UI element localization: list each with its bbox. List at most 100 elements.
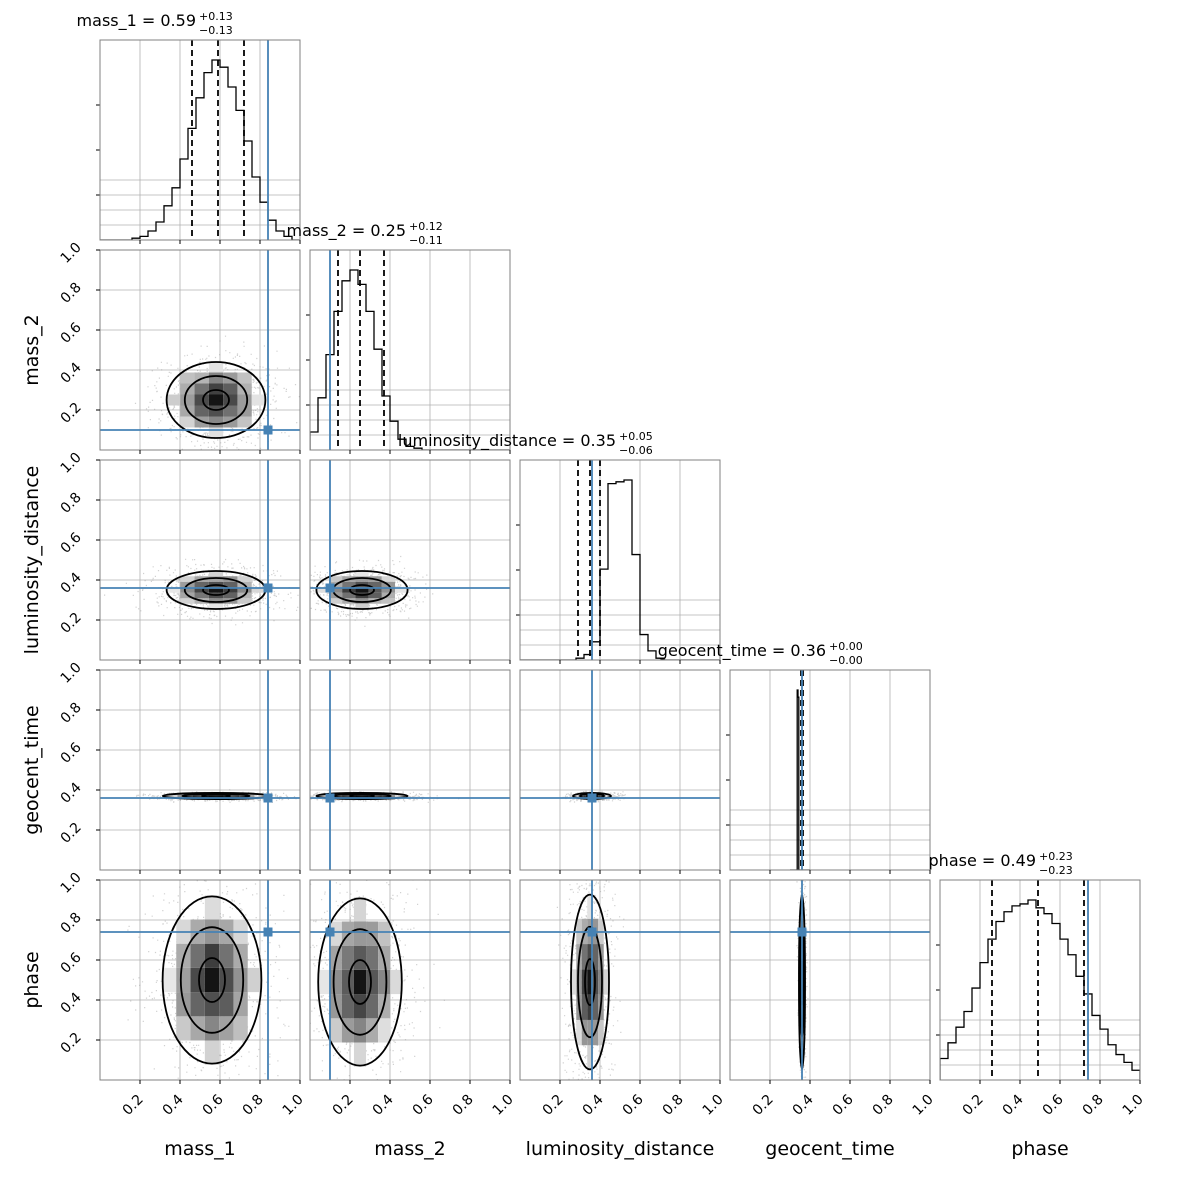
- x-axis-label-geocent_time: geocent_time: [765, 1138, 894, 1160]
- panel-mass_1-phase: 0.2 0.4 0.6 0.8 1.0 mass_1 0.2 0.4 0.6 0.8 1.0 phas…: [21, 870, 307, 1160]
- density-cell: [353, 1018, 367, 1043]
- truth-marker: [797, 927, 807, 937]
- density-cell: [368, 581, 382, 588]
- density-cell: [576, 969, 582, 995]
- density-cell: [204, 1016, 220, 1041]
- y-tick-label: 1.0: [58, 450, 85, 477]
- x-tick-label: 0.8: [450, 1092, 477, 1119]
- x-tick-label: 0.6: [200, 1092, 227, 1119]
- panel-body: [310, 670, 510, 870]
- density-cell: [368, 587, 382, 593]
- density-cell: [180, 587, 195, 593]
- x-tick-label: 1.0: [490, 1092, 517, 1119]
- density-cell: [355, 795, 369, 797]
- density-cell: [162, 795, 178, 797]
- density-cell: [219, 943, 234, 968]
- density-cell: [180, 598, 195, 604]
- contour-level-3: [315, 792, 409, 800]
- panel-mass_1-geocent_time: 0.2 0.4 0.6 0.8 1.0 geocent_time: [21, 660, 301, 874]
- contour-level-3: [165, 361, 267, 439]
- panel-body: [730, 880, 930, 1080]
- density-cell: [587, 1045, 593, 1071]
- density-cell: [355, 570, 369, 577]
- panel-body: [520, 670, 720, 870]
- density-cell: [355, 603, 369, 610]
- density-cell: [581, 944, 588, 970]
- panel-luminosity_distance-luminosity_distance: luminosity_distance = 0.35 +0.05−0.06: [398, 430, 721, 664]
- density-cell: [355, 576, 369, 582]
- panel-title-luminosity_distance: luminosity_distance = 0.35: [398, 431, 616, 451]
- truth-marker: [325, 793, 335, 803]
- density-cell: [165, 394, 181, 406]
- truth-marker: [263, 583, 273, 593]
- y-tick-label: 1.0: [58, 660, 85, 687]
- density-cell: [190, 967, 205, 993]
- density-cell: [341, 945, 354, 970]
- x-tick-label: 0.6: [410, 1092, 437, 1119]
- contour-level-2: [183, 375, 249, 425]
- y-tick-label: 0.6: [58, 740, 85, 767]
- panel-frame: [99, 459, 301, 661]
- density-cell: [219, 1016, 234, 1041]
- contour-level-2: [179, 926, 245, 1034]
- contour-level-1: [202, 584, 230, 596]
- density-cell: [329, 1018, 342, 1043]
- density-cell: [208, 603, 224, 610]
- density-cell: [208, 570, 224, 577]
- density-cell: [208, 394, 224, 406]
- x-tick-label: 0.8: [660, 1092, 687, 1119]
- density-cell: [208, 576, 224, 582]
- y-tick-label: 0.2: [58, 610, 85, 637]
- contour-level-3: [315, 570, 409, 610]
- density-cell: [598, 969, 604, 995]
- title-error-plus: +0.12: [409, 220, 443, 233]
- density-cell: [247, 967, 263, 993]
- x-tick-label: 0.6: [1040, 1092, 1067, 1119]
- panel-frame: [99, 249, 301, 451]
- y-tick-label: 0.8: [58, 700, 85, 727]
- x-tick-label: 0.4: [790, 1092, 817, 1119]
- panel-luminosity_distance-geocent_time: [519, 669, 721, 874]
- density-cell: [204, 992, 220, 1017]
- density-cell: [315, 587, 329, 593]
- density-cell: [329, 598, 343, 604]
- panel-mass_2-luminosity_distance: [309, 459, 511, 664]
- density-cell: [353, 969, 367, 995]
- y-tick-label: 0.8: [58, 910, 85, 937]
- density-cell: [587, 1019, 593, 1046]
- y-tick-label: 0.8: [58, 280, 85, 307]
- panel-frame: [309, 669, 511, 871]
- panel-frame: [729, 879, 931, 1081]
- density-cell: [190, 992, 205, 1017]
- density-cell: [368, 592, 382, 599]
- truth-marker: [263, 927, 273, 937]
- contour-level-1: [198, 957, 226, 1003]
- density-cell: [223, 394, 238, 406]
- x-axis-label-luminosity_distance: luminosity_distance: [526, 1138, 715, 1160]
- title-error-minus: −0.00: [829, 654, 863, 667]
- panel-mass_1-mass_1: mass_1 = 0.59 +0.13−0.13: [77, 10, 301, 244]
- contour-level-2: [332, 928, 388, 1036]
- contour-level-1: [584, 958, 596, 1006]
- panel-luminosity_distance-phase: 0.2 0.4 0.6 0.8 1.0 luminosity_distance: [519, 879, 727, 1160]
- panel-body: [100, 40, 300, 240]
- density-cell: [587, 893, 593, 919]
- contour-level-3: [161, 895, 263, 1065]
- density-cell: [204, 1040, 220, 1065]
- truth-marker: [263, 793, 273, 803]
- panel-body: [100, 670, 300, 870]
- density-cell: [592, 994, 599, 1020]
- density-cell: [342, 795, 356, 797]
- x-tick-label: 0.4: [580, 1092, 607, 1119]
- density-cell: [237, 598, 252, 604]
- panel-title-geocent_time: geocent_time = 0.36: [658, 641, 826, 661]
- panel-mass_2-mass_2: mass_2 = 0.25 +0.12−0.11: [287, 220, 511, 454]
- density-cell: [368, 795, 382, 797]
- contour-level-1: [349, 584, 375, 596]
- y-tick-label: 0.2: [58, 820, 85, 847]
- x-tick-label: 0.8: [870, 1092, 897, 1119]
- x-tick-label: 0.4: [160, 1092, 187, 1119]
- x-tick-label: 1.0: [1120, 1092, 1147, 1119]
- panel-frame: [939, 879, 1141, 1081]
